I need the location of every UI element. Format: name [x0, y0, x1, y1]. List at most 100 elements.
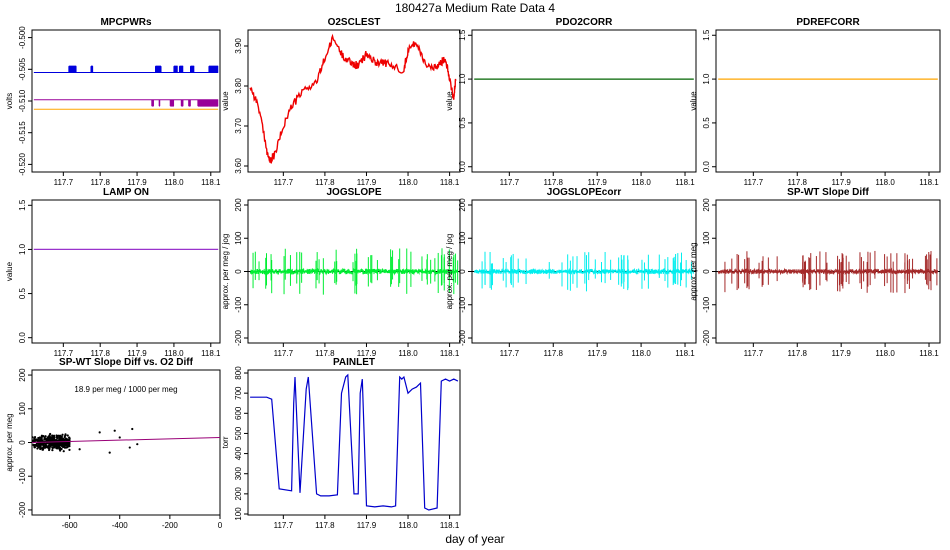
scatter-point — [42, 445, 46, 448]
y-tick-label: 100 — [234, 231, 243, 245]
scatter-point — [40, 437, 43, 440]
plot-frame — [31, 199, 221, 344]
x-tick-label: 117.9 — [357, 349, 377, 358]
y-tick-label: 0 — [702, 269, 711, 274]
scatter-point — [58, 436, 61, 439]
y-tick-label: 200 — [458, 198, 467, 212]
scatter-point — [33, 437, 36, 440]
x-tick-label: 118.0 — [398, 349, 418, 358]
scatter-point — [53, 436, 56, 439]
y-tick-label: 1.0 — [702, 73, 711, 85]
y-axis-label: approx. per meg — [689, 242, 698, 300]
x-tick-label: 117.8 — [315, 178, 335, 187]
x-tick-label: 118.0 — [398, 521, 418, 530]
x-tick-label: 117.7 — [744, 178, 764, 187]
series-line — [717, 267, 939, 276]
scatter-point — [98, 431, 101, 434]
panel-jogslopecorr: JOGSLOPEcorr 117.7 117.8 117.9 118.0 118.1 -20… — [445, 187, 697, 358]
x-tick-label: 118.0 — [631, 349, 651, 358]
scatter-point — [33, 446, 36, 449]
x-tick-label: 118.1 — [440, 178, 460, 187]
scatter-point — [61, 433, 64, 436]
plot-area — [33, 65, 219, 110]
scatter-point — [63, 436, 66, 439]
x-tick-label: 117.9 — [127, 178, 147, 187]
scatter-point — [37, 437, 40, 440]
scatter-point — [108, 451, 111, 454]
x-tick-label: 117.8 — [788, 349, 808, 358]
y-tick-label: 200 — [234, 198, 243, 212]
x-tick-label: 117.7 — [54, 178, 74, 187]
panel-jogslope: JOGSLOPE 117.7 117.8 117.9 118.0 118.1 -200 -10… — [221, 187, 461, 358]
y-axis-label: approx. per meg / jog — [221, 234, 230, 310]
y-tick-label: -200 — [234, 329, 243, 346]
x-tick-label: 118.1 — [440, 349, 460, 358]
x-tick-label: 117.9 — [831, 178, 851, 187]
y-axis-label: approx. per meg — [5, 413, 14, 471]
y-tick-label: -100 — [234, 296, 243, 313]
plot-frame — [247, 369, 461, 516]
scatter-point — [118, 436, 121, 439]
scatter-point — [136, 443, 139, 446]
x-tick-label: 117.8 — [315, 349, 335, 358]
y-axis-label: value — [445, 91, 454, 111]
scatter-point — [45, 438, 48, 441]
panel-title: SP-WT Slope Diff — [787, 187, 869, 198]
plot-frame — [715, 29, 941, 173]
y-tick-label: 0 — [458, 269, 467, 274]
x-tick-label: 118.0 — [875, 349, 895, 358]
scatter-point — [49, 432, 52, 436]
x-tick-label: 118.1 — [675, 178, 695, 187]
series-line — [249, 267, 459, 276]
scatter-point — [68, 448, 71, 451]
panel-title: LAMP ON — [103, 187, 149, 198]
x-tick-label: 118.1 — [919, 349, 939, 358]
x-tick-label: -200 — [162, 521, 179, 530]
scatter-point — [54, 439, 57, 442]
scatter-point — [48, 444, 51, 448]
x-tick-label: 117.7 — [274, 178, 294, 187]
y-axis-label: value — [221, 91, 230, 111]
scatter-point — [56, 439, 59, 442]
x-tick-label: 118.1 — [201, 349, 221, 358]
x-tick-label: 118.1 — [919, 178, 939, 187]
y-axis-label: approx. per meg / jog — [445, 234, 454, 310]
scatter-point — [56, 434, 59, 438]
y-tick-label: 300 — [234, 466, 243, 480]
plot-area — [716, 250, 940, 294]
y-axis-label: value — [689, 91, 698, 111]
plot-frame — [247, 29, 461, 173]
x-tick-label: 117.8 — [90, 178, 110, 187]
y-tick-label: 700 — [234, 386, 243, 400]
scatter-point — [32, 436, 34, 439]
scatter-point — [55, 446, 58, 450]
panel-title: SP-WT Slope Diff vs. O2 Diff — [59, 357, 194, 368]
x-tick-label: 117.8 — [544, 349, 564, 358]
panel-painlet: PAINLET 117.7 117.8 117.9 118.0 118.1 100 200 30… — [221, 357, 461, 530]
y-tick-label: 3.80 — [234, 78, 243, 94]
scatter-point — [32, 443, 35, 446]
x-tick-label: 117.8 — [544, 178, 564, 187]
scatter-point — [128, 446, 131, 449]
x-tick-label: 118.0 — [631, 178, 651, 187]
y-tick-label: 0.0 — [702, 161, 711, 173]
x-tick-label: 117.9 — [127, 349, 147, 358]
scatter-point — [78, 448, 81, 451]
fit-annotation: 18.9 per meg / 1000 per meg — [74, 385, 177, 394]
panel-title: MPCPWRs — [100, 17, 152, 28]
x-tick-label: 118.1 — [440, 521, 460, 530]
y-tick-label: 100 — [702, 231, 711, 245]
y-tick-label: -100 — [458, 296, 467, 313]
x-tick-label: 117.9 — [587, 178, 607, 187]
x-tick-label: 117.7 — [274, 349, 294, 358]
y-tick-label: 0.5 — [702, 117, 711, 129]
y-tick-label: -0.505 — [18, 57, 27, 80]
plot-frame — [31, 29, 221, 173]
y-tick-label: 200 — [234, 487, 243, 501]
y-tick-label: 1.0 — [18, 243, 27, 255]
x-tick-label: 117.7 — [744, 349, 764, 358]
y-tick-label: 200 — [18, 368, 27, 382]
y-tick-label: -100 — [702, 296, 711, 313]
panel-title: PDO2CORR — [556, 17, 613, 28]
plot-frame — [471, 29, 697, 173]
